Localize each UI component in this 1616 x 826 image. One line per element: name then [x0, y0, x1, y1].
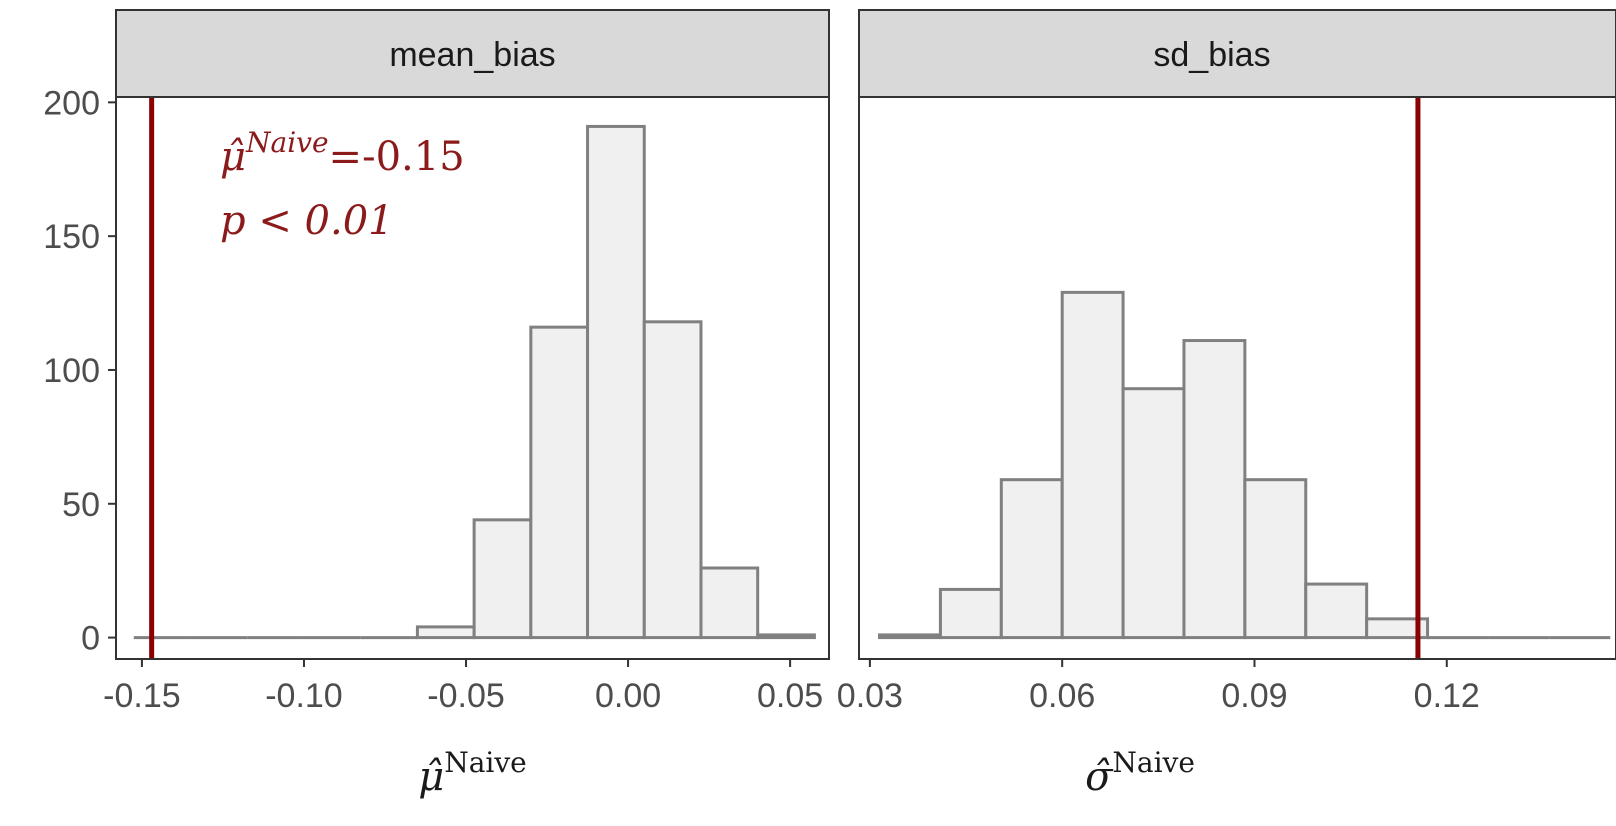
histogram-bar	[699, 566, 760, 640]
x-title-mu-symbol: μ̂	[418, 754, 444, 800]
histogram-bar	[878, 633, 942, 640]
histogram-bar	[1365, 617, 1430, 640]
histogram-bar	[586, 124, 646, 640]
y-tick-label: 100	[43, 352, 100, 390]
histogram-bar	[938, 587, 1003, 640]
x-tick-label: -0.15	[103, 677, 181, 715]
histogram-bar	[999, 478, 1064, 640]
panel-border-sd-bias	[858, 96, 1616, 660]
annotation-mu-superscript: Naive	[245, 126, 329, 159]
y-tick-label: 0	[81, 620, 100, 658]
histogram-bar	[1121, 387, 1186, 640]
histogram-bar	[1182, 339, 1247, 640]
histogram-bar	[1060, 290, 1125, 640]
x-tick-label: 0.00	[595, 677, 661, 715]
annotation-estimate: μ̂Naive=-0.15	[220, 126, 465, 180]
x-tick-label: 0.06	[1029, 677, 1095, 715]
histogram-bar	[472, 518, 533, 640]
strip-sd-bias	[858, 9, 1616, 98]
histogram-bar	[642, 320, 703, 640]
strip-mean-bias	[115, 9, 830, 98]
strip-label-sd-bias: sd_bias	[1153, 36, 1270, 74]
plot-area-mean-bias	[116, 97, 829, 659]
y-tick-label: 150	[43, 218, 100, 256]
x-tick-label: 0.09	[1221, 677, 1287, 715]
annotation-mu-symbol: μ̂	[220, 134, 246, 180]
y-axis-mean-bias: 0 50 100 150 200	[43, 84, 116, 658]
x-tick-label: -0.05	[427, 677, 505, 715]
panel-border-mean-bias	[115, 96, 830, 660]
annotation-pvalue: p < 0.01	[220, 198, 394, 244]
y-tick-label: 200	[43, 84, 100, 122]
x-tick-label: 0.03	[837, 677, 903, 715]
histogram-bar	[529, 325, 590, 640]
y-tick-label: 50	[62, 486, 100, 524]
x-title-sigma-superscript: Naive	[1112, 746, 1195, 779]
histogram-bar	[415, 625, 476, 640]
bars-sd-bias	[878, 290, 1611, 640]
x-title-sigma-symbol: σ̂	[1085, 754, 1114, 800]
x-axis-title-sd-bias: σ̂Naive	[1085, 746, 1195, 800]
x-title-mu-superscript: Naive	[444, 746, 527, 779]
x-axis-mean-bias: -0.15 -0.10 -0.05 0.00 0.05	[103, 659, 823, 715]
histogram-bar	[1304, 582, 1369, 640]
x-tick-label: 0.05	[757, 677, 823, 715]
x-axis-title-mean-bias: μ̂Naive	[418, 746, 527, 800]
strip-label-mean-bias: mean_bias	[389, 36, 555, 74]
panel-mean-bias: mean_bias 0 50 100 150 200 -0.15 -0.10 -0.05 0.…	[43, 9, 830, 800]
histogram-bar	[756, 633, 816, 640]
bars-mean-bias	[133, 124, 816, 640]
annotation-value: =-0.15	[329, 134, 465, 180]
panel-sd-bias: sd_bias 0.03 0.06 0.09 0.12 σ̂Naive	[837, 9, 1616, 800]
histogram-bar	[1243, 478, 1308, 640]
x-tick-label: 0.12	[1414, 677, 1480, 715]
x-axis-sd-bias: 0.03 0.06 0.09 0.12	[837, 659, 1480, 715]
x-tick-label: -0.10	[265, 677, 343, 715]
